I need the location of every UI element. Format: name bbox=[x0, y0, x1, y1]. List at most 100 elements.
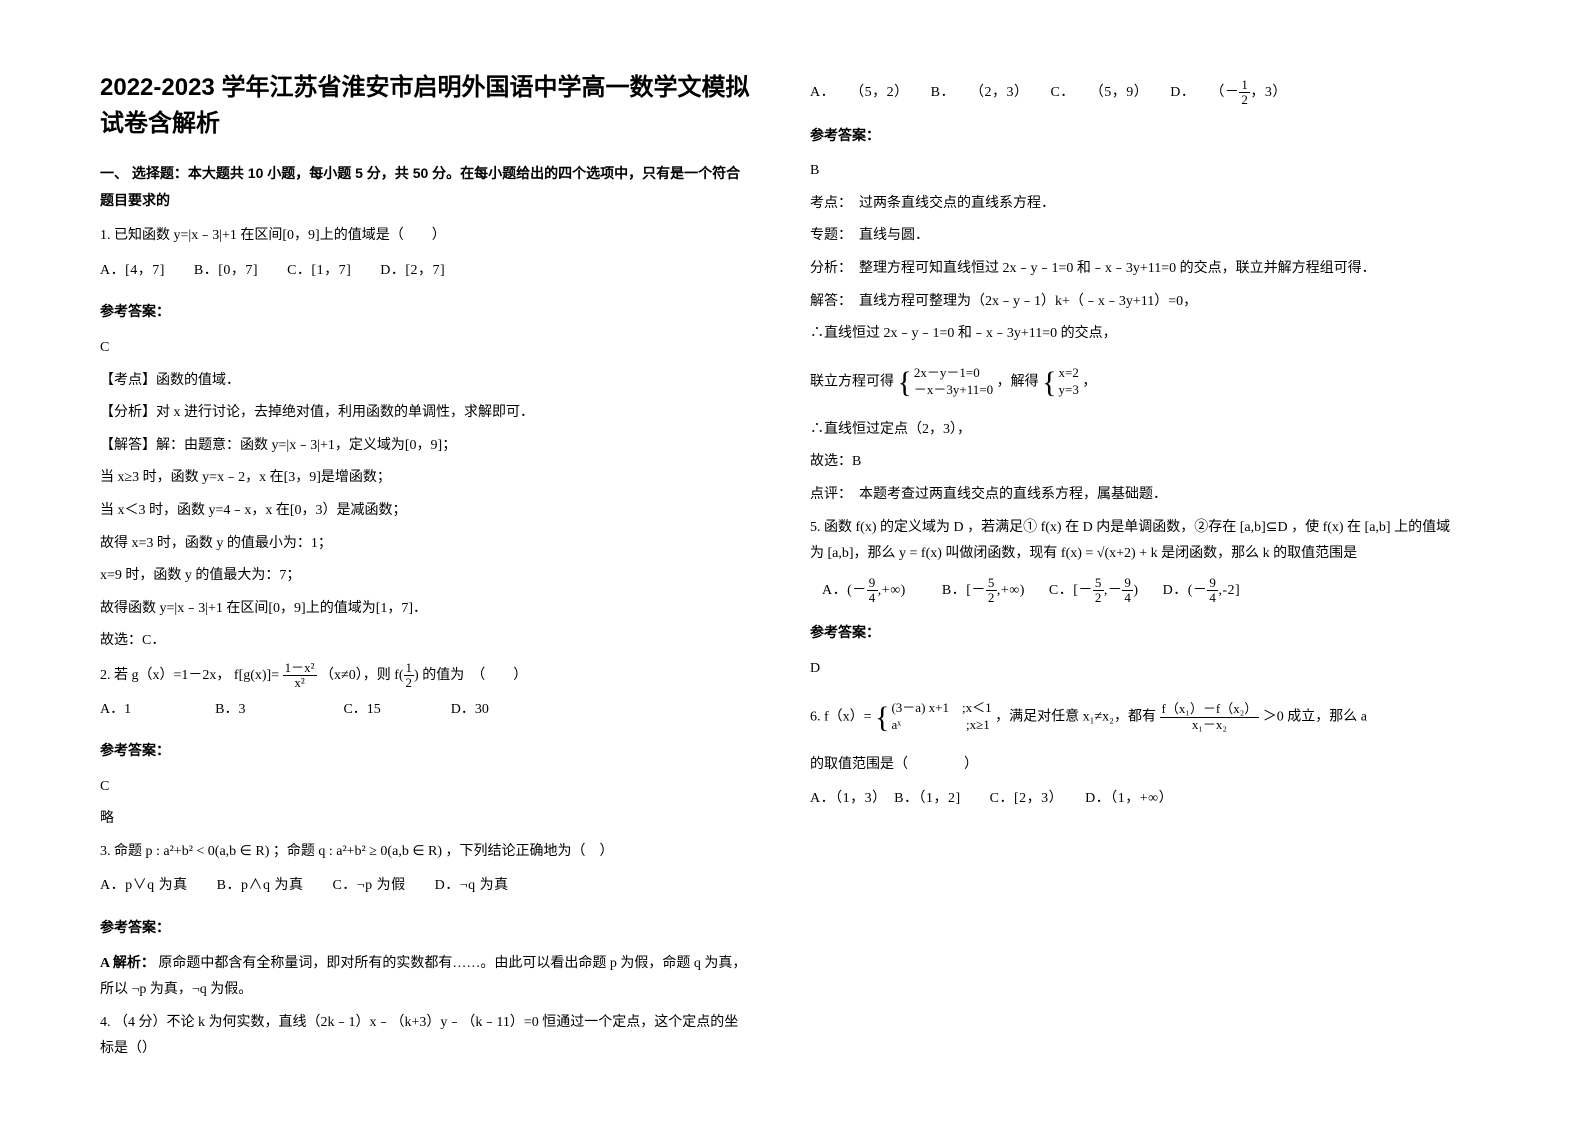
q4-jd3b: ，解得 bbox=[997, 374, 1039, 389]
q1-analysis: 【分析】对 x 进行讨论，去掉绝对值，利用函数的单调性，求解即可． bbox=[100, 400, 750, 427]
q4-optd-num: 1 bbox=[1239, 78, 1250, 93]
q5-optB-a: [－ bbox=[966, 583, 986, 598]
q4-jd2: ∴直线恒过 2x﹣y﹣1=0 和﹣x﹣3y+11=0 的交点， bbox=[810, 321, 1460, 348]
q3-answer-a: A 解析： bbox=[100, 956, 155, 971]
q4-fx: 分析： 整理方程可知直线恒过 2x﹣y﹣1=0 和﹣x﹣3y+11=0 的交点，… bbox=[810, 256, 1460, 283]
q4-answer-label: 参考答案： bbox=[810, 122, 1460, 149]
q6-frac: f（x₁）－f（x₂）x₁－x₂ bbox=[1160, 702, 1260, 732]
q1-solve-7: 故选：C． bbox=[100, 628, 750, 655]
q2-frac1-num: 1－x² bbox=[283, 661, 317, 676]
q3-answer-line: A 解析： 原命题中都含有全称量词，即对所有的实数都有……。由此可以看出命题 p… bbox=[100, 951, 750, 1004]
q5-optC-frac1: 52 bbox=[1093, 576, 1104, 606]
q4-jd4: ∴直线恒过定点（2，3）， bbox=[810, 417, 1460, 444]
q6-stem-line: 6. f（x）= (3－a) x+1 ;x＜1aˣ ;x≥1 ，满足对任意 x₁… bbox=[810, 689, 1460, 746]
q2-answer: C bbox=[100, 774, 750, 801]
q3-options: A．p∨q 为真 B．p∧q 为真 C．¬p 为假 D．¬q 为真 bbox=[100, 873, 750, 900]
q2-frac1-den: x² bbox=[283, 676, 317, 690]
q5-optC-a: [－ bbox=[1073, 583, 1093, 598]
q4-sys2b: y=3 bbox=[1059, 382, 1079, 399]
q2-stem-g: ) bbox=[414, 668, 419, 683]
q4-answer: B bbox=[810, 158, 1460, 185]
q6-stem-b: ，满足对任意 x₁≠x₂，都有 bbox=[995, 709, 1156, 724]
q2-note: 略 bbox=[100, 806, 750, 833]
q6-stem-c: ＞0 成立，那么 a bbox=[1263, 709, 1367, 724]
q4-jd1: 解答： 直线方程可整理为（2x﹣y﹣1）k+（﹣x﹣3y+11）=0， bbox=[810, 289, 1460, 316]
q2-stem-d: f[g(x)]= bbox=[234, 668, 279, 683]
q2-frac-1: 1－x²x² bbox=[283, 661, 317, 691]
q6-piece2: aˣ ;x≥1 bbox=[891, 717, 991, 734]
q5-optC-num1: 5 bbox=[1093, 576, 1104, 591]
q5-optD-b: ,-2] bbox=[1218, 583, 1240, 598]
q3-stem: 3. 命题 p : a²+b² < 0(a,b ∈ R) ；命题 q : a²+… bbox=[100, 839, 750, 866]
q1-solve-6: 故得函数 y=|x﹣3|+1 在区间[0，9]上的值域为[1，7]． bbox=[100, 596, 750, 623]
q5-optA-num: 9 bbox=[867, 576, 878, 591]
q5-optA-den: 4 bbox=[867, 591, 878, 605]
q2-stem-e: （x≠0），则 bbox=[320, 668, 391, 683]
q5-answer: D bbox=[810, 656, 1460, 683]
q4-options-b: ，3） bbox=[1250, 85, 1287, 100]
q4-options: A． （5，2） B． （2，3） C． （5，9） D． （－12，3） bbox=[810, 78, 1460, 108]
q5-optC-frac2: 94 bbox=[1122, 576, 1133, 606]
q1-stem: 1. 已知函数 y=|x﹣3|+1 在区间[0，9]上的值域是（ ） bbox=[100, 223, 750, 250]
right-column: A． （5，2） B． （2，3） C． （5，9） D． （－12，3） 参考… bbox=[810, 70, 1460, 1069]
q5-optB-b: ,+∞) bbox=[997, 583, 1025, 598]
q3-analysis-text: 原命题中都含有全称量词，即对所有的实数都有……。由此可以看出命题 p 为假，命题… bbox=[100, 956, 746, 998]
q5-optD-frac: 94 bbox=[1207, 576, 1218, 606]
q2-stem-h: 的值为 （ ） bbox=[422, 668, 527, 683]
q4-kp: 考点： 过两条直线交点的直线系方程． bbox=[810, 191, 1460, 218]
q4-system-2: x=2y=3 bbox=[1042, 354, 1079, 411]
q5-optD-a: (－ bbox=[1188, 583, 1208, 598]
q5-stem: 5. 函数 f(x) 的定义域为 D ，若满足① f(x) 在 D 内是单调函数… bbox=[810, 515, 1460, 568]
q5-optC-den1: 2 bbox=[1093, 591, 1104, 605]
q5-optD-den: 4 bbox=[1207, 591, 1218, 605]
q5-optB-frac: 52 bbox=[986, 576, 997, 606]
q4-jd3a: 联立方程可得 bbox=[810, 374, 894, 389]
left-column: 2022-2023 学年江苏省淮安市启明外国语中学高一数学文模拟试卷含解析 一、… bbox=[100, 70, 750, 1069]
q4-sys2a: x=2 bbox=[1059, 365, 1079, 382]
q1-point: 【考点】函数的值域． bbox=[100, 368, 750, 395]
q6-options: A．（1，3） B．（1，2] C．[2，3） D．（1，+∞） bbox=[810, 786, 1460, 813]
q4-optd-den: 2 bbox=[1239, 93, 1250, 107]
q6-lead: 6. bbox=[810, 709, 821, 724]
q1-solve-3: 当 x＜3 时，函数 y=4﹣x，x 在[0，3）是减函数； bbox=[100, 498, 750, 525]
q6-stem-d: 的取值范围是（ ） bbox=[810, 752, 1460, 779]
doc-title: 2022-2023 学年江苏省淮安市启明外国语中学高一数学文模拟试卷含解析 bbox=[100, 70, 750, 142]
q2-half-den: 2 bbox=[404, 676, 415, 690]
q4-jd3c: ， bbox=[1082, 374, 1096, 389]
q2-stem-a: 2. 若 g（x）= bbox=[100, 668, 181, 683]
q5-optC-den2: 4 bbox=[1122, 591, 1133, 605]
q1-solve-2: 当 x≥3 时，函数 y=x﹣2，x 在[3，9]是增函数； bbox=[100, 465, 750, 492]
q1-solve-4: 故得 x=3 时，函数 y 的值最小为：1； bbox=[100, 531, 750, 558]
q5-optC-num2: 9 bbox=[1122, 576, 1133, 591]
q2-answer-label: 参考答案： bbox=[100, 737, 750, 764]
q4-options-a: A． （5，2） B． （2，3） C． （5，9） D． （－ bbox=[810, 85, 1239, 100]
page-container: 2022-2023 学年江苏省淮安市启明外国语中学高一数学文模拟试卷含解析 一、… bbox=[0, 0, 1587, 1109]
q2-frac-2: 12 bbox=[404, 661, 415, 691]
q4-sys1b: －x－3y+11=0 bbox=[914, 382, 993, 399]
q5-optB-num: 5 bbox=[986, 576, 997, 591]
q5-optC-b: ) bbox=[1133, 583, 1138, 598]
q4-jd5: 故选：B bbox=[810, 449, 1460, 476]
q4-dp: 点评： 本题考查过两直线交点的直线系方程，属基础题． bbox=[810, 482, 1460, 509]
q4-system-1: 2x－y－1=0－x－3y+11=0 bbox=[898, 354, 994, 411]
q2-half-num: 1 bbox=[404, 661, 415, 676]
q5-answer-label: 参考答案： bbox=[810, 619, 1460, 646]
section-1-header: 一、 选择题：本大题共 10 小题，每小题 5 分，共 50 分。在每小题给出的… bbox=[100, 160, 750, 213]
q6-piece1: (3－a) x+1 ;x＜1 bbox=[891, 700, 991, 717]
q6-frac-num: f（x₁）－f（x₂） bbox=[1160, 702, 1260, 717]
q1-solve-1: 【解答】解：由题意：函数 y=|x﹣3|+1，定义域为[0，9]； bbox=[100, 433, 750, 460]
q2-stem-c: ， bbox=[216, 668, 230, 683]
q4-stem: 4. （4 分）不论 k 为何实数，直线（2k﹣1）x﹣（k+3）y﹣（k﹣11… bbox=[100, 1010, 750, 1063]
q2-options: A．1 B．3 C．15 D．30 bbox=[100, 697, 750, 724]
q5-optA-b: ,+∞) bbox=[878, 583, 906, 598]
q4-zt: 专题： 直线与圆． bbox=[810, 223, 1460, 250]
q1-answer-label: 参考答案： bbox=[100, 298, 750, 325]
q5-options: A．(－94,+∞) B．[－52,+∞) C．[－52,－94) D．(－94… bbox=[810, 576, 1460, 606]
q2-stem-f: f( bbox=[394, 668, 403, 683]
q5-optB-den: 2 bbox=[986, 591, 997, 605]
q4-sys1a: 2x－y－1=0 bbox=[914, 365, 993, 382]
q6-stem-a: f（x）= bbox=[824, 709, 872, 724]
q2-stem: 2. 若 g（x）=1－2x， f[g(x)]= 1－x²x² （x≠0），则 … bbox=[100, 661, 750, 691]
q3-answer-label: 参考答案： bbox=[100, 914, 750, 941]
q1-solve-5: x=9 时，函数 y 的值最大为：7； bbox=[100, 563, 750, 590]
